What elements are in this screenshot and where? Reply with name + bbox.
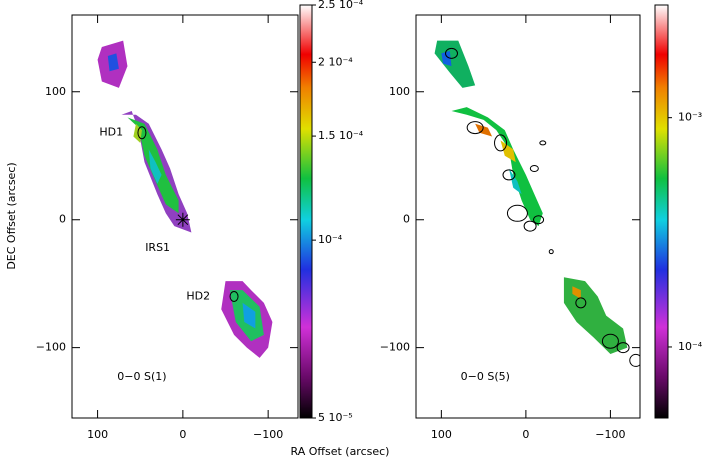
colorbar: [654, 4, 669, 419]
emission-region: [242, 302, 256, 329]
emission-region: [572, 286, 581, 300]
marker-ellipse: [229, 290, 239, 302]
colorbar-tick-label: 10⁻³: [678, 111, 702, 124]
colorbar-tick-label: 1.5 10⁻⁴: [318, 129, 364, 142]
colorbar-tick-label: 10⁻⁴: [318, 233, 343, 246]
colorbar-tick-label: 10⁻⁴: [678, 340, 703, 353]
emission-region: [500, 140, 516, 163]
contour: [601, 333, 619, 349]
y-tick-label: 0: [403, 213, 410, 226]
annotation: 0−0 S(5): [461, 370, 510, 383]
contour: [494, 134, 508, 152]
annotation: HD2: [186, 289, 210, 302]
contour: [506, 204, 528, 222]
y-tick-label: −100: [380, 341, 410, 354]
star-marker: [175, 212, 190, 227]
contour: [529, 165, 539, 173]
x-axis-label: RA Offset (arcsec): [291, 445, 390, 458]
contour: [502, 169, 516, 181]
x-tick-label: 100: [87, 428, 108, 441]
map-image: [434, 40, 653, 367]
marker-ellipse: [137, 126, 147, 140]
emission-region: [434, 40, 476, 88]
contour: [616, 342, 630, 354]
contour: [466, 121, 484, 135]
colorbar-tick-label: 2 10⁻⁴: [318, 55, 353, 68]
colorbar: [299, 4, 313, 419]
contour: [575, 297, 587, 309]
emission-region: [441, 50, 452, 67]
annotation: HD1: [99, 126, 123, 139]
emission-region: [475, 123, 493, 137]
map-image: [97, 40, 273, 358]
emission-region: [148, 149, 162, 184]
x-tick-label: −100: [253, 428, 283, 441]
emission-region: [508, 168, 522, 195]
x-tick-label: 100: [431, 428, 452, 441]
y-tick-label: 100: [389, 85, 410, 98]
contour: [445, 47, 459, 59]
contour: [533, 215, 545, 225]
y-axis-label: DEC Offset (arcsec): [5, 162, 18, 269]
colorbar-tick-label: 5 10⁻⁵: [318, 411, 353, 424]
y-tick-label: 0: [59, 213, 66, 226]
colorbar-tick-label: 2.5 10⁻⁴: [318, 0, 364, 11]
emission-region: [107, 53, 119, 72]
contour: [629, 353, 640, 367]
contour: [647, 349, 653, 359]
x-tick-label: −100: [595, 428, 625, 441]
plot-frame: [71, 14, 299, 419]
contour: [539, 140, 547, 146]
emission-region: [451, 107, 543, 227]
plot-frame: [415, 14, 641, 419]
contour: [523, 220, 537, 232]
contour: [548, 249, 554, 255]
annotation: IRS1: [145, 241, 170, 254]
x-tick-label: 0: [179, 428, 186, 441]
y-tick-label: −100: [36, 341, 66, 354]
annotation: 0−0 S(1): [117, 370, 166, 383]
x-tick-label: 0: [522, 428, 529, 441]
y-tick-label: 100: [45, 85, 66, 98]
